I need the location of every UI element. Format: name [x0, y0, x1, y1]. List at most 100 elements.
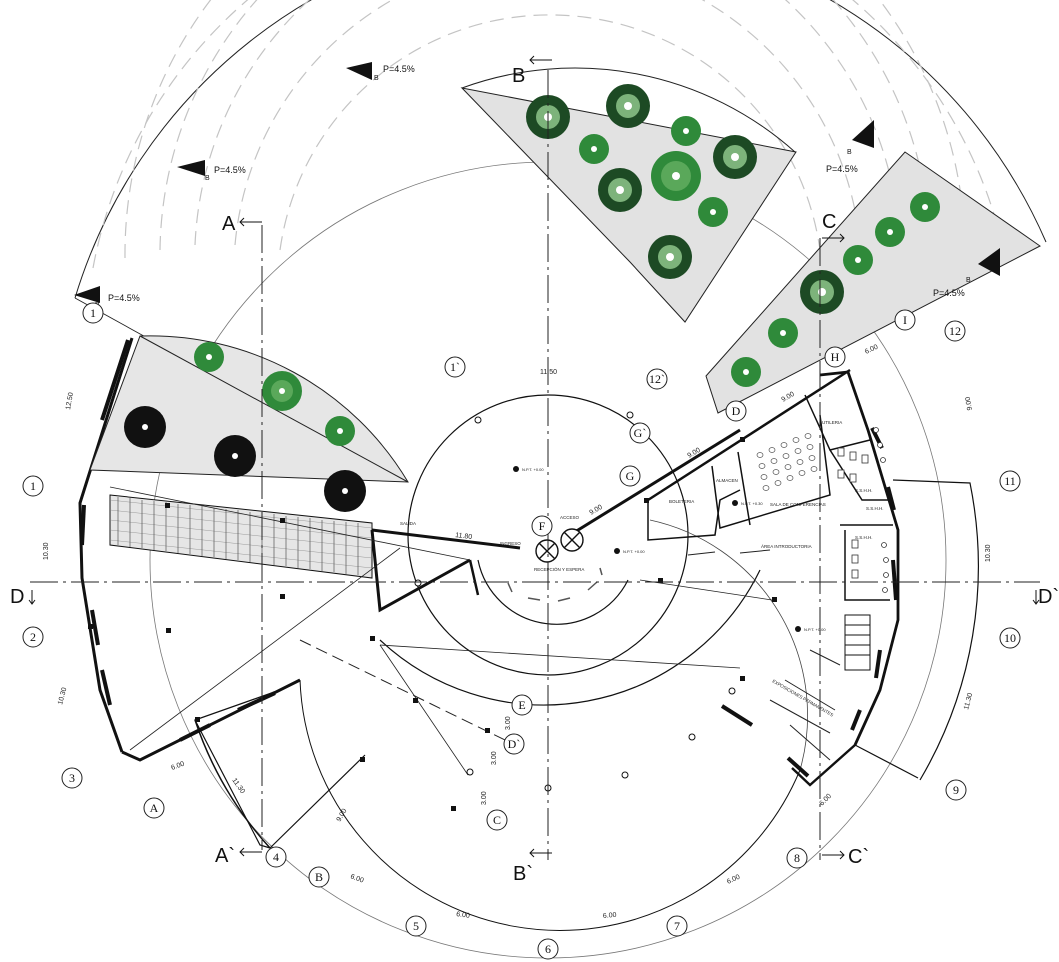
- stair: [844, 614, 871, 671]
- tree-shrub-2: [606, 84, 650, 128]
- dim-12: 11.30: [963, 692, 974, 710]
- tree-small-1: [579, 134, 609, 164]
- axis-5: 5: [413, 919, 419, 933]
- section-B-bottom-label: B`: [513, 863, 533, 885]
- axis-E: E: [518, 698, 525, 712]
- slope-label-4: P=4.5%: [826, 164, 858, 174]
- dim-3: 10.30: [57, 687, 68, 706]
- room-almacen: ALMACEN: [716, 478, 738, 483]
- axis-I: I: [903, 313, 907, 327]
- axis-8: 8: [794, 851, 800, 865]
- axis-1: 1: [30, 479, 36, 493]
- axis-F: F: [539, 519, 546, 533]
- section-D-right-label: D`: [1038, 586, 1059, 608]
- axis-C: C: [493, 813, 501, 827]
- axis-1-top: 1: [90, 306, 96, 320]
- entrance-walls: [370, 428, 741, 613]
- axis-G-prime: G`: [634, 426, 647, 440]
- axis-12: 12: [949, 324, 961, 338]
- ring-posts: [414, 411, 736, 792]
- dim-1: 12.50: [65, 392, 75, 411]
- axis-D-prime: D`: [508, 737, 521, 751]
- section-B-top-label: B: [512, 65, 525, 87]
- entrance-turnstiles: [535, 528, 584, 563]
- axis-B: B: [315, 870, 323, 884]
- columns: [88, 437, 777, 811]
- dim-14: 9.00: [965, 396, 974, 411]
- room-area-introductoria: ÁREA INTRODUCTORIA: [761, 543, 812, 549]
- tree-small-3: [698, 197, 728, 227]
- tree-dark-1: [124, 406, 166, 448]
- section-A-bottom-label: A`: [215, 845, 235, 867]
- tree-dark-2: [214, 435, 256, 477]
- tree-big: [651, 151, 701, 201]
- level-1: N.P.T. +0.00: [522, 467, 544, 472]
- restroom-fixtures: [837, 427, 889, 593]
- section-C-bottom-label: C`: [848, 846, 869, 868]
- dim-13: 10.30: [985, 544, 992, 562]
- tree-dark-3: [324, 470, 366, 512]
- exhibit-arc: [649, 519, 808, 771]
- ramp: [109, 494, 373, 579]
- tree-small-7: [768, 318, 798, 348]
- dim-22: 3.00: [491, 751, 498, 765]
- slope-sub-5: B: [966, 277, 971, 284]
- tree-small-9: [194, 342, 224, 372]
- dim-20: 11.80: [455, 532, 473, 541]
- planter-left: [89, 335, 409, 483]
- axis-3: 3: [69, 771, 75, 785]
- inner-ring-arc: [379, 569, 761, 706]
- tree-small-10: [325, 416, 355, 446]
- planter-center-arc: [461, 67, 796, 153]
- room-acceso: ACCESO: [560, 515, 580, 520]
- room-exposiciones: EXPOSICIONES PERMANENTES: [772, 679, 835, 718]
- axis-11: 11: [1004, 474, 1016, 488]
- slope-sub-2: B: [205, 175, 210, 182]
- conference-room: [647, 394, 893, 601]
- axis-12-prime: 12`: [649, 372, 665, 386]
- outer-plaza-arc: [74, 0, 1047, 299]
- tree-shrub-5: [648, 235, 692, 279]
- section-C-top-label: C: [822, 211, 836, 233]
- axis-7: 7: [674, 919, 680, 933]
- dim-9: 6.00: [603, 912, 617, 920]
- tree-small-2: [671, 116, 701, 146]
- tree-group: [124, 84, 940, 512]
- gallery-dashed: [299, 639, 506, 741]
- level-3: N.P.T. +0.30: [741, 501, 763, 506]
- axis-9: 9: [953, 783, 959, 797]
- dim-10: 6.00: [726, 874, 741, 886]
- tree-shrub-3: [713, 135, 757, 179]
- room-boleteria: BOLETERIA: [669, 499, 694, 504]
- axis-bubbles: [22, 302, 1021, 960]
- tree-shrub-6: [800, 270, 844, 314]
- dim-6: 9.00: [336, 808, 349, 823]
- section-cut-lines: [30, 70, 1040, 860]
- tree-small-5: [875, 217, 905, 247]
- room-sshh-1: S.S.H.H.: [855, 488, 873, 493]
- axis-1-prime: 1`: [450, 360, 460, 374]
- tree-big-2: [262, 371, 302, 411]
- tree-shrub-4: [598, 168, 642, 212]
- slope-label-5: P=4.5%: [933, 288, 965, 298]
- room-sshh-3: S.S.H.H.: [855, 535, 873, 540]
- section-D-left-label: D: [10, 586, 24, 608]
- dim-11: 6.00: [818, 793, 833, 808]
- dim-7: 6.00: [349, 873, 364, 884]
- reception-benches: [507, 567, 603, 602]
- dim-2: 10.30: [43, 542, 50, 560]
- dim-21: 3.00: [505, 716, 512, 730]
- axis-D: D: [732, 404, 741, 418]
- axis-H: H: [831, 350, 840, 364]
- slope-label-3: P=4.5%: [108, 293, 140, 303]
- room-recepcion: RECEPCIÓN Y ESPERA: [534, 566, 584, 572]
- dim-23: 3.00: [481, 791, 488, 805]
- axis-6: 6: [545, 942, 551, 956]
- slope-sub-4: B: [847, 149, 852, 156]
- dim-15: 6.00: [864, 344, 879, 356]
- room-utileria: UTILERIA: [822, 420, 842, 425]
- tree-small-6: [843, 245, 873, 275]
- room-ingreso: INGRESO: [500, 541, 521, 546]
- room-sala-conferencias: SALA DE CONFERENCIAS: [770, 502, 826, 507]
